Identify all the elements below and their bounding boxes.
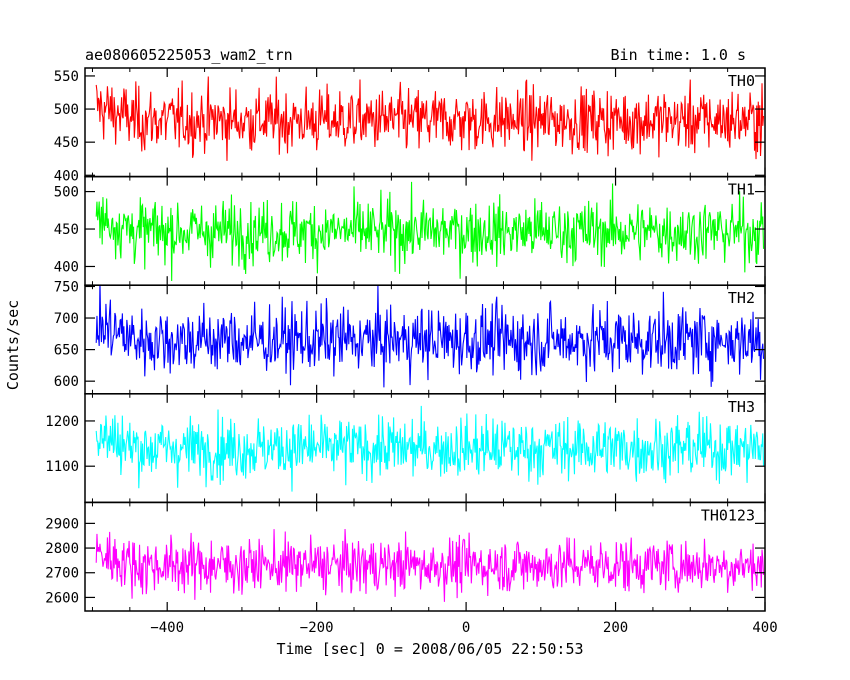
y-tick-label: 2700 [45, 566, 79, 582]
y-tick-label: 500 [54, 185, 79, 201]
y-tick-label: 400 [54, 259, 79, 275]
y-tick-label: 450 [54, 135, 79, 151]
y-tick-label: 650 [54, 343, 79, 359]
panel-frame-th0123 [84, 501, 766, 612]
panel-label-th1: TH1 [728, 181, 755, 199]
panel-label-th0123: TH0123 [701, 506, 755, 524]
y-tick-label: 700 [54, 311, 79, 327]
series-line-th0 [95, 76, 765, 161]
x-tick-label: 200 [603, 620, 628, 636]
panels-group: 400 450 500 550 TH0 400 450 500 TH1 600 650 700 750 T… [45, 67, 778, 636]
x-tick-label: 400 [752, 620, 777, 636]
series-line-th2 [95, 285, 765, 388]
y-axis-label: Counts/sec [4, 300, 22, 390]
x-tick-label: 0 [462, 620, 470, 636]
y-tick-label: 1200 [45, 414, 79, 430]
y-tick-label: 400 [54, 168, 79, 184]
y-tick-label: 2800 [45, 541, 79, 557]
y-tick-label: 550 [54, 69, 79, 85]
chart-title: ae080605225053_wam2_trn [85, 46, 293, 64]
y-tick-label: 2600 [45, 590, 79, 606]
panel-label-th2: TH2 [728, 289, 755, 307]
y-tick-label: 600 [54, 374, 79, 390]
series-line-th0123 [95, 529, 765, 602]
panel-label-th3: TH3 [728, 398, 755, 416]
series-line-th1 [95, 181, 765, 281]
x-axis-label: Time [sec] 0 = 2008/06/05 22:50:53 [276, 640, 583, 658]
x-tick-label: −400 [150, 620, 184, 636]
y-tick-label: 1100 [45, 459, 79, 475]
x-tick-label: −200 [300, 620, 334, 636]
y-tick-label: 750 [54, 279, 79, 295]
y-tick-label: 500 [54, 102, 79, 118]
panel-label-th0: TH0 [728, 72, 755, 90]
bin-time-label: Bin time: 1.0 s [611, 46, 746, 64]
y-tick-label: 450 [54, 222, 79, 238]
series-line-th3 [95, 405, 765, 492]
y-tick-label: 2900 [45, 516, 79, 532]
